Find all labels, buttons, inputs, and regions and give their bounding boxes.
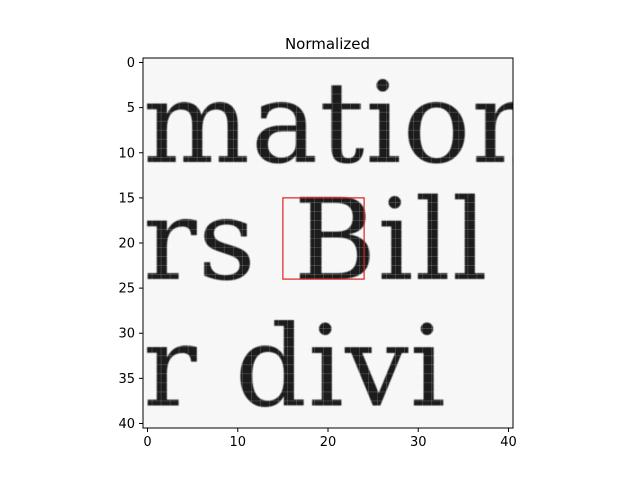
y-axis: 0 5 10 15 20 25 30 35 40 <box>118 56 143 432</box>
y-tick-label: 35 <box>118 372 135 387</box>
y-tick-label: 0 <box>127 56 135 71</box>
y-tick-label: 15 <box>118 191 135 206</box>
image-text-row: rs Bill <box>143 174 489 306</box>
y-tick-label: 25 <box>118 282 135 297</box>
pixel-grid <box>143 58 513 428</box>
y-tick-label: 5 <box>127 101 135 116</box>
x-tick-label: 0 <box>143 435 151 450</box>
image-text-row: mation <box>143 57 545 189</box>
highlight-box <box>282 197 365 280</box>
chart-title: Normalized <box>285 35 370 53</box>
x-tick-label: 10 <box>229 435 246 450</box>
y-tick-label: 20 <box>118 237 135 252</box>
plot-background <box>143 58 513 428</box>
x-axis: 0 10 20 30 40 <box>143 428 517 450</box>
image-text-row: r divi <box>143 300 447 432</box>
y-tick-label: 10 <box>118 146 135 161</box>
x-tick-label: 20 <box>320 435 337 450</box>
y-tick-label: 30 <box>118 327 135 342</box>
y-tick-label: 40 <box>118 417 135 432</box>
x-tick-label: 40 <box>500 435 517 450</box>
x-tick-label: 30 <box>410 435 427 450</box>
